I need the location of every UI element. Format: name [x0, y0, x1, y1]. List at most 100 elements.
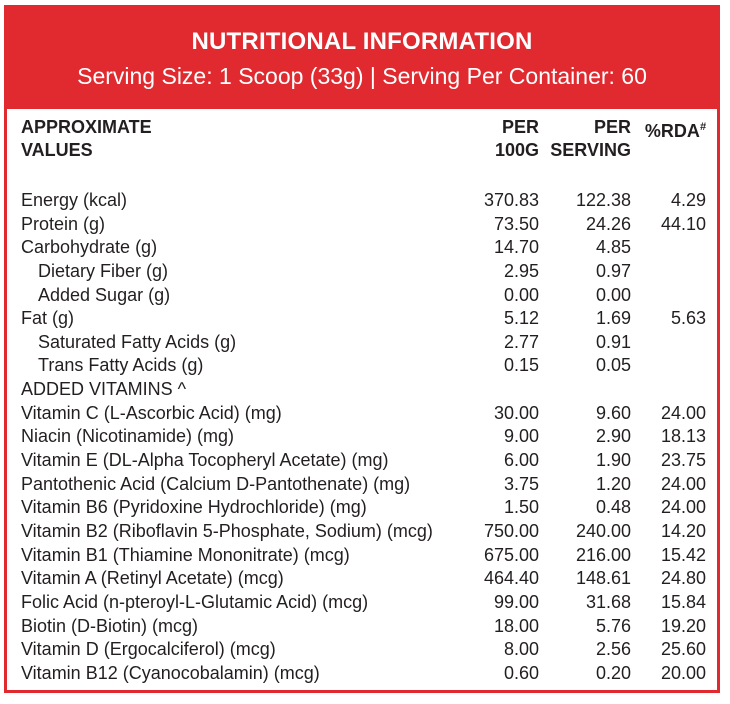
value-per-100g: 73.50 — [493, 213, 539, 234]
value-per-100g: 370.83 — [483, 190, 539, 210]
value-per-100g: 675.00 — [483, 544, 539, 565]
value-per-serving: 9.60 — [595, 402, 631, 423]
value-per-serving: 4.85 — [595, 237, 631, 258]
table-row: Niacin (Nicotinamide) (mg) 9.00 2.90 18.13 — [7, 425, 717, 449]
nutrient-name: Vitamin B12 (Cyanocobalamin) (mcg) — [21, 662, 320, 683]
nutrient-name: Vitamin E (DL-Alpha Tocopheryl Acetate) … — [21, 450, 389, 471]
nutrient-name: Folic Acid (n-pteroyl-L-Glutamic Acid) (… — [21, 591, 369, 612]
table-row: Vitamin B12 (Cyanocobalamin) (mcg) 0.60 0.… — [7, 662, 717, 686]
value-rda: 24.00 — [660, 497, 706, 518]
value-per-100g: 0.60 — [503, 662, 539, 683]
column-header-perserving: PER SERVING — [550, 116, 631, 162]
column-header-name-line1: APPROXIMATE — [21, 117, 152, 137]
table-row: Dietary Fiber (g) 2.95 0.97 — [7, 260, 717, 284]
value-per-serving: 0.97 — [595, 260, 631, 281]
nutrient-name: Energy (kcal) — [21, 190, 128, 210]
nutrition-panel: NUTRITIONAL INFORMATION Serving Size: 1 … — [4, 5, 720, 693]
table-row: Vitamin B6 (Pyridoxine Hydrochloride) (m… — [7, 496, 717, 520]
column-header-name: APPROXIMATE VALUES — [21, 116, 152, 162]
column-header-per100g-line2: 100G — [494, 140, 539, 160]
table-row: Vitamin D (Ergocalciferol) (mcg) 8.00 2.56… — [7, 638, 717, 662]
nutrient-name: Niacin (Nicotinamide) (mg) — [21, 426, 235, 447]
table-row: Vitamin B1 (Thiamine Mononitrate) (mcg) 6… — [7, 544, 717, 568]
table-row: Trans Fatty Acids (g) 0.15 0.05 — [7, 354, 717, 378]
nutrient-name: Vitamin C (L-Ascorbic Acid) (mg) — [21, 402, 282, 423]
column-header-rda: %RDA# — [645, 116, 706, 143]
value-rda: 24.00 — [660, 473, 706, 494]
value-per-100g: 464.40 — [483, 568, 539, 589]
value-per-serving: 148.61 — [575, 568, 631, 589]
value-rda: 14.20 — [660, 520, 706, 541]
panel-title: NUTRITIONAL INFORMATION — [191, 28, 533, 55]
value-rda: 20.00 — [660, 662, 706, 683]
value-per-serving: 0.20 — [595, 662, 631, 683]
value-per-100g: 0.15 — [503, 355, 539, 376]
nutrient-name: Dietary Fiber (g) — [38, 260, 169, 281]
serving-info: Serving Size: 1 Scoop (33g) | Serving Pe… — [77, 63, 647, 89]
table-row: Vitamin A (Retinyl Acetate) (mcg) 464.40 1… — [7, 567, 717, 591]
value-per-serving: 122.38 — [575, 190, 631, 210]
table-row: Energy (kcal) 370.83 122.38 4.29 — [7, 189, 717, 213]
table-row: Folic Acid (n-pteroyl-L-Glutamic Acid) (… — [7, 591, 717, 615]
value-per-100g: 18.00 — [493, 615, 539, 636]
table-row: Biotin (D-Biotin) (mcg) 18.00 5.76 19.20 — [7, 615, 717, 639]
nutrient-name: Carbohydrate (g) — [21, 237, 158, 258]
column-header-perserving-line1: PER — [593, 117, 631, 137]
value-per-serving: 24.26 — [585, 213, 631, 234]
value-per-serving: 0.91 — [595, 331, 631, 352]
value-per-serving: 1.20 — [595, 473, 631, 494]
table-row: Carbohydrate (g) 14.70 4.85 — [7, 236, 717, 260]
value-rda: 44.10 — [660, 213, 706, 234]
value-rda: 19.20 — [660, 615, 706, 636]
value-per-100g: 9.00 — [503, 426, 539, 447]
value-per-serving: 0.00 — [595, 284, 631, 305]
table-row: Pantothenic Acid (Calcium D-Pantothenate… — [7, 473, 717, 497]
column-header-rda-label: %RDA — [644, 121, 700, 141]
value-rda: 23.75 — [660, 450, 706, 471]
table-row: Vitamin B2 (Riboflavin 5-Phosphate, Sodi… — [7, 520, 717, 544]
value-per-serving: 216.00 — [575, 544, 631, 565]
value-per-100g: 6.00 — [503, 450, 539, 471]
nutrient-name: Saturated Fatty Acids (g) — [38, 331, 237, 352]
value-rda: 4.29 — [670, 190, 706, 210]
value-per-100g: 2.95 — [503, 260, 539, 281]
value-per-100g: 750.00 — [483, 520, 539, 541]
value-per-100g: 3.75 — [503, 473, 539, 494]
table-row: Added Sugar (g) 0.00 0.00 — [7, 284, 717, 308]
nutrition-rows: Energy (kcal) 370.83 122.38 4.29 Protein (g)… — [7, 189, 717, 685]
value-rda: 18.13 — [660, 426, 706, 447]
value-per-serving: 0.48 — [595, 497, 631, 518]
nutrient-name: Fat (g) — [21, 308, 75, 329]
value-per-100g: 30.00 — [493, 402, 539, 423]
nutrient-name: Vitamin B2 (Riboflavin 5-Phosphate, Sodi… — [21, 520, 433, 541]
column-header-per100g-line1: PER — [501, 117, 539, 137]
value-per-serving: 0.05 — [595, 355, 631, 376]
column-header-name-line2: VALUES — [21, 140, 93, 160]
nutrient-name: Trans Fatty Acids (g) — [38, 355, 204, 376]
value-per-serving: 31.68 — [585, 591, 631, 612]
table-row: Saturated Fatty Acids (g) 2.77 0.91 — [7, 331, 717, 355]
table-row: Protein (g) 73.50 24.26 44.10 — [7, 213, 717, 237]
nutrient-name: Vitamin D (Ergocalciferol) (mcg) — [21, 639, 276, 660]
nutrient-name: Biotin (D-Biotin) (mcg) — [21, 615, 199, 636]
value-rda: 25.60 — [660, 639, 706, 660]
column-header-perserving-line2: SERVING — [550, 140, 631, 160]
value-rda: 24.00 — [660, 402, 706, 423]
value-per-serving: 1.90 — [595, 450, 631, 471]
value-per-100g: 14.70 — [493, 237, 539, 258]
value-rda: 5.63 — [670, 308, 706, 329]
value-per-serving: 1.69 — [595, 308, 631, 329]
nutrient-name: Added Sugar (g) — [38, 284, 171, 305]
value-per-100g: 5.12 — [503, 308, 539, 329]
panel-header: NUTRITIONAL INFORMATION Serving Size: 1 … — [7, 8, 717, 109]
table-row: Vitamin C (L-Ascorbic Acid) (mg) 30.00 9.6… — [7, 402, 717, 426]
value-rda: 24.80 — [660, 568, 706, 589]
table-row: Fat (g) 5.12 1.69 5.63 — [7, 307, 717, 331]
table-row: Vitamin E (DL-Alpha Tocopheryl Acetate) … — [7, 449, 717, 473]
value-per-100g: 2.77 — [503, 331, 539, 352]
value-per-serving: 2.56 — [595, 639, 631, 660]
value-rda: 15.84 — [660, 591, 706, 612]
value-rda: 15.42 — [660, 544, 706, 565]
value-per-100g: 8.00 — [503, 639, 539, 660]
nutrient-name: Vitamin A (Retinyl Acetate) (mcg) — [21, 568, 284, 589]
